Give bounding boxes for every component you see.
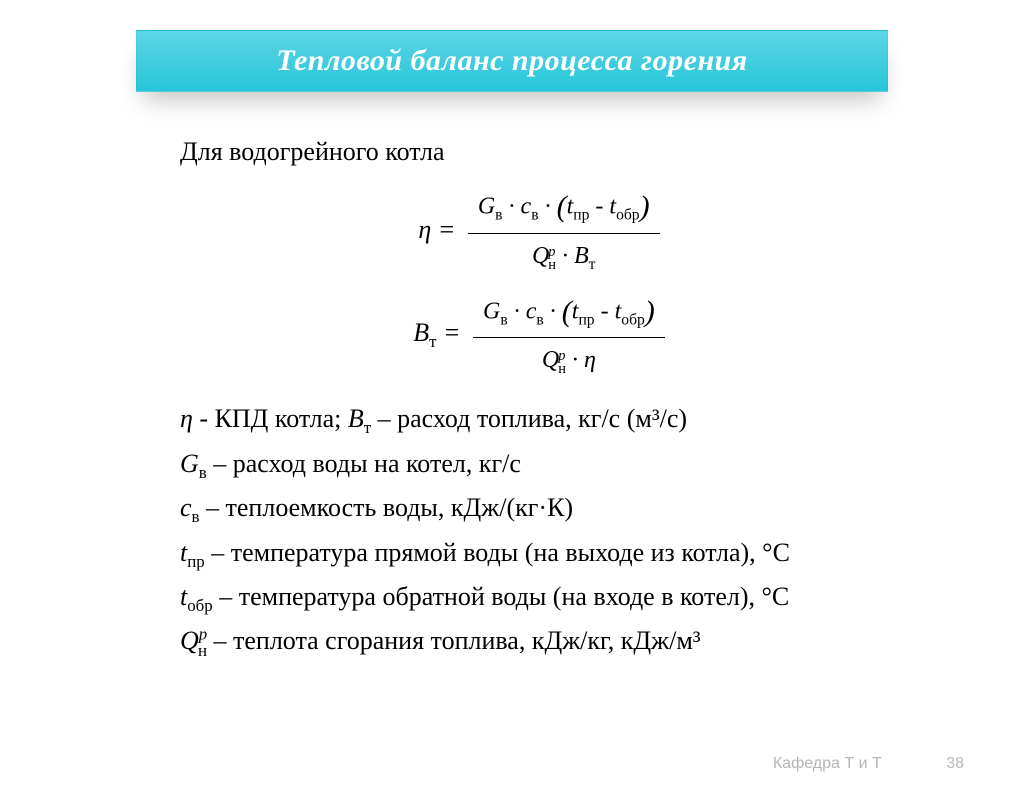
formula-eta: η = Gв · св · (tпр - tобр) Qpн · Bт	[180, 184, 904, 276]
title-bar: Тепловой баланс процесса горения	[136, 30, 888, 92]
definition-row: tпр – температура прямой воды (на выходе…	[180, 533, 904, 575]
footer-dept: Кафедра Т и Т	[773, 755, 882, 772]
formula-bt: Bт = Gв · св · (tпр - tобр) Qpн · η	[180, 289, 904, 380]
content-area: Для водогрейного котла η = Gв · св · (tп…	[180, 132, 904, 664]
definition-row: Qрн – теплота сгорания топлива, кДж/кг, …	[180, 621, 904, 663]
definition-row: η - КПД котла; Bт – расход топлива, кг/с…	[180, 399, 904, 441]
definition-row: tобр – температура обратной воды (на вхо…	[180, 577, 904, 619]
definition-row: Gв – расход воды на котел, кг/с	[180, 444, 904, 486]
page-number: 38	[946, 755, 964, 772]
definitions-list: η - КПД котла; Bт – расход топлива, кг/с…	[180, 399, 904, 663]
subheading: Для водогрейного котла	[180, 132, 904, 172]
definition-row: св – теплоемкость воды, кДж/(кг·К)	[180, 488, 904, 530]
footer: Кафедра Т и Т 38	[773, 755, 964, 773]
slide-title: Тепловой баланс процесса горения	[276, 44, 748, 78]
